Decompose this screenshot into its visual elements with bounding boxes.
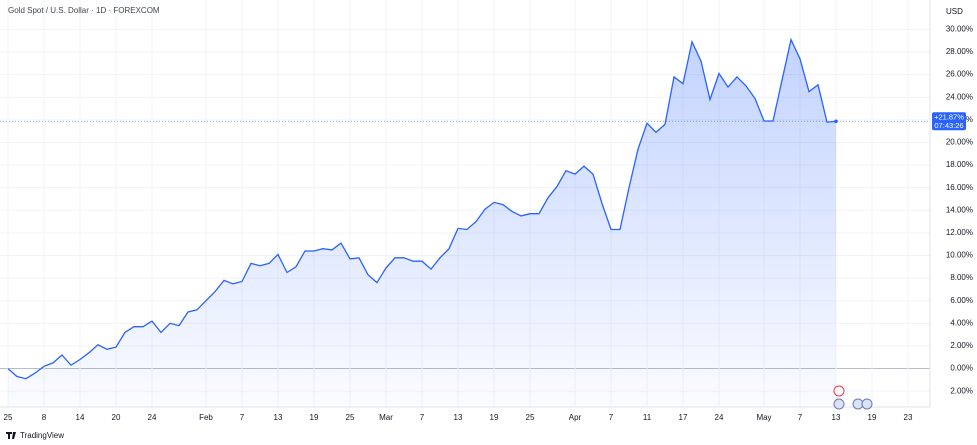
- x-tick-label: 14: [76, 413, 85, 422]
- x-tick-label: Apr: [569, 413, 582, 422]
- line: [7, 37, 837, 380]
- x-tick-label: 13: [454, 413, 463, 422]
- y-tick-label: 12.00%: [946, 228, 973, 237]
- brand-logo: [6, 432, 16, 439]
- x-tick-label: Feb: [199, 413, 213, 422]
- y-tick-label: 26.00%: [946, 70, 973, 79]
- y-tick-label: 24.00%: [946, 92, 973, 101]
- x-tick-label: 11: [643, 413, 652, 422]
- x-tick-label: 19: [490, 413, 499, 422]
- last-value-time: 07:43:26: [934, 121, 963, 130]
- x-tick-label: 13: [832, 413, 841, 422]
- event-icon[interactable]: [833, 385, 845, 397]
- y-tick-label: 6.00%: [950, 296, 973, 305]
- x-tick-label: 17: [679, 413, 688, 422]
- x-tick-label: 7: [240, 413, 245, 422]
- brand-name: TradingView: [20, 431, 64, 440]
- y-tick-label: 2.00%: [950, 386, 973, 395]
- x-tick-label: 25: [4, 413, 13, 422]
- chart-title: Gold Spot / U.S. Dollar · 1D · FOREXCOM: [8, 6, 160, 15]
- data-layer: [0, 37, 930, 407]
- y-tick-label: 14.00%: [946, 205, 973, 214]
- x-tick-label: 25: [346, 413, 355, 422]
- x-tick-label: 13: [274, 413, 283, 422]
- y-tick-label: 28.00%: [946, 47, 973, 56]
- x-tick-label: 19: [868, 413, 877, 422]
- last-value-dot: [834, 119, 838, 124]
- x-tick-label: 19: [310, 413, 319, 422]
- y-tick-label: 10.00%: [946, 251, 973, 260]
- x-tick-label: 20: [112, 413, 121, 422]
- x-tick-label: 24: [148, 413, 157, 422]
- x-tick-label: 23: [904, 413, 913, 422]
- y-tick-label: 16.00%: [946, 183, 973, 192]
- brand: TradingView: [6, 431, 64, 440]
- event-icons: [833, 385, 873, 410]
- currency-label: USD: [946, 7, 963, 16]
- last-value-label: +21.87%: [934, 112, 964, 121]
- x-tick-label: Mar: [379, 413, 393, 422]
- y-tick-label: 8.00%: [950, 273, 973, 282]
- x-tick-label: 25: [526, 413, 535, 422]
- y-tick-label: 18.00%: [946, 160, 973, 169]
- y-tick-label: 0.00%: [950, 364, 973, 373]
- event-icon[interactable]: [833, 398, 845, 410]
- x-tick-label: 8: [42, 413, 47, 422]
- last-value-box: [932, 112, 966, 131]
- x-tick-label: 7: [798, 413, 803, 422]
- x-tick-label: May: [756, 413, 771, 422]
- y-tick-label: 20.00%: [946, 138, 973, 147]
- event-icon[interactable]: [861, 398, 873, 410]
- y-tick-label: 2.00%: [950, 341, 973, 350]
- area-fill: [8, 39, 836, 407]
- x-tick-label: 7: [420, 413, 425, 422]
- x-tick-label: 7: [609, 413, 614, 422]
- x-tick-label: 24: [715, 413, 724, 422]
- y-tick-label: 30.00%: [946, 25, 973, 34]
- y-tick-label: 4.00%: [950, 318, 973, 327]
